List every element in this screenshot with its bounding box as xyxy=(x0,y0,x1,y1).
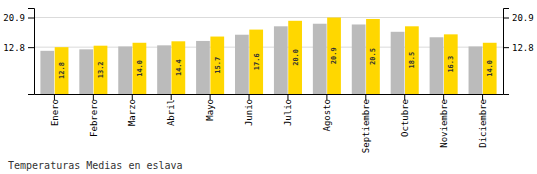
data-label: 20.9 xyxy=(330,47,338,64)
bar xyxy=(157,45,171,94)
y-tick-label-left: 12.8 xyxy=(3,43,25,53)
bar xyxy=(483,43,497,94)
data-label: 20.0 xyxy=(292,49,300,66)
x-tick: Octubre xyxy=(400,94,410,137)
bar xyxy=(235,35,249,94)
x-tick: Diciembre xyxy=(478,94,488,148)
x-tick-label: Enero xyxy=(50,99,60,126)
x-tick: Agosto xyxy=(322,94,332,132)
data-label: 20.5 xyxy=(369,48,377,65)
plot-area: 12.8 13.2 14.0 14.4 15.7 17.6 20.0 20.9 20.5 18.5… xyxy=(3,9,533,154)
y-tick-left: 20.9 xyxy=(3,13,34,23)
x-axis-line xyxy=(35,94,504,95)
x-tick: Enero xyxy=(50,94,60,126)
bar xyxy=(313,24,327,94)
y-tick-label-right: 12.8 xyxy=(512,43,534,53)
bar xyxy=(171,41,185,94)
x-tick: Julio xyxy=(283,94,293,126)
data-label: 18.5 xyxy=(408,52,416,69)
y-axis-right: 12.8 20.9 xyxy=(503,9,534,95)
bar xyxy=(352,24,366,94)
x-tick-label: Diciembre xyxy=(478,99,488,148)
bar xyxy=(469,46,483,94)
x-tick: Mayo xyxy=(205,94,215,121)
bar xyxy=(40,51,54,94)
x-tick: Septiembre xyxy=(361,94,371,153)
x-tick-label: Abril xyxy=(166,99,176,126)
data-label: 14.0 xyxy=(136,60,144,77)
bar xyxy=(366,19,380,94)
bar xyxy=(196,41,210,94)
bar xyxy=(94,46,108,94)
x-tick-label: Septiembre xyxy=(361,99,371,153)
bar xyxy=(133,43,147,94)
y-tick-left: 12.8 xyxy=(3,43,34,53)
bar xyxy=(118,46,132,94)
series-1 xyxy=(55,18,497,94)
grid-line xyxy=(34,17,503,18)
y-axis-left: 12.8 20.9 xyxy=(3,9,34,95)
y-axis-line-left xyxy=(28,9,35,95)
bar xyxy=(391,32,405,94)
x-tick-label: Febrero xyxy=(89,99,99,137)
bar xyxy=(210,37,224,94)
x-tick: Junio xyxy=(244,94,254,126)
x-tick-label: Mayo xyxy=(205,99,215,121)
data-label: 14.4 xyxy=(175,59,183,76)
x-tick: Abril xyxy=(166,94,176,126)
data-label: 17.6 xyxy=(253,53,261,70)
x-tick-label: Marzo xyxy=(127,99,137,126)
y-tick-right: 20.9 xyxy=(503,13,534,23)
data-label: 14.0 xyxy=(486,60,494,77)
bars xyxy=(40,18,496,94)
data-label: 13.2 xyxy=(97,61,105,78)
x-tick-label: Agosto xyxy=(322,99,332,132)
data-label: 16.3 xyxy=(447,56,455,73)
x-axis: Enero Febrero Marzo Abril Mayo Junio Julio Agos… xyxy=(35,94,504,153)
bar xyxy=(274,26,288,94)
x-tick-label: Noviembre xyxy=(439,99,449,148)
data-label: 12.8 xyxy=(58,62,66,79)
y-tick-mark-left xyxy=(28,47,34,48)
bar xyxy=(430,37,444,94)
chart-title: Temperaturas Medias en eslava xyxy=(8,160,183,171)
bar xyxy=(79,49,93,94)
y-tick-label-right: 20.9 xyxy=(512,13,534,23)
chart-container: 12.8 13.2 14.0 14.4 15.7 17.6 20.0 20.9 20.5 18.5… xyxy=(0,0,537,174)
chart-svg: 12.8 13.2 14.0 14.4 15.7 17.6 20.0 20.9 20.5 18.5… xyxy=(0,0,537,174)
bar xyxy=(288,21,302,94)
x-tick: Febrero xyxy=(89,94,99,137)
x-tick-label: Octubre xyxy=(400,99,410,137)
series-0 xyxy=(40,24,482,94)
bar xyxy=(327,18,341,94)
x-tick: Marzo xyxy=(127,94,137,126)
x-tick-label: Julio xyxy=(283,99,293,126)
y-tick-right: 12.8 xyxy=(503,43,534,53)
y-axis-line-right xyxy=(504,9,510,95)
data-labels: 12.8 13.2 14.0 14.4 15.7 17.6 20.0 20.9 20.5 18.5… xyxy=(58,47,494,79)
bar xyxy=(444,34,458,94)
y-tick-label-left: 20.9 xyxy=(3,13,25,23)
bar xyxy=(55,47,69,94)
y-tick-mark-right xyxy=(503,47,509,48)
bar xyxy=(249,30,263,94)
x-tick-label: Junio xyxy=(244,99,254,126)
y-tick-mark-left xyxy=(28,18,34,19)
bar xyxy=(405,26,419,94)
x-tick: Noviembre xyxy=(439,94,449,148)
data-label: 15.7 xyxy=(214,57,222,74)
y-tick-mark-right xyxy=(503,18,509,19)
